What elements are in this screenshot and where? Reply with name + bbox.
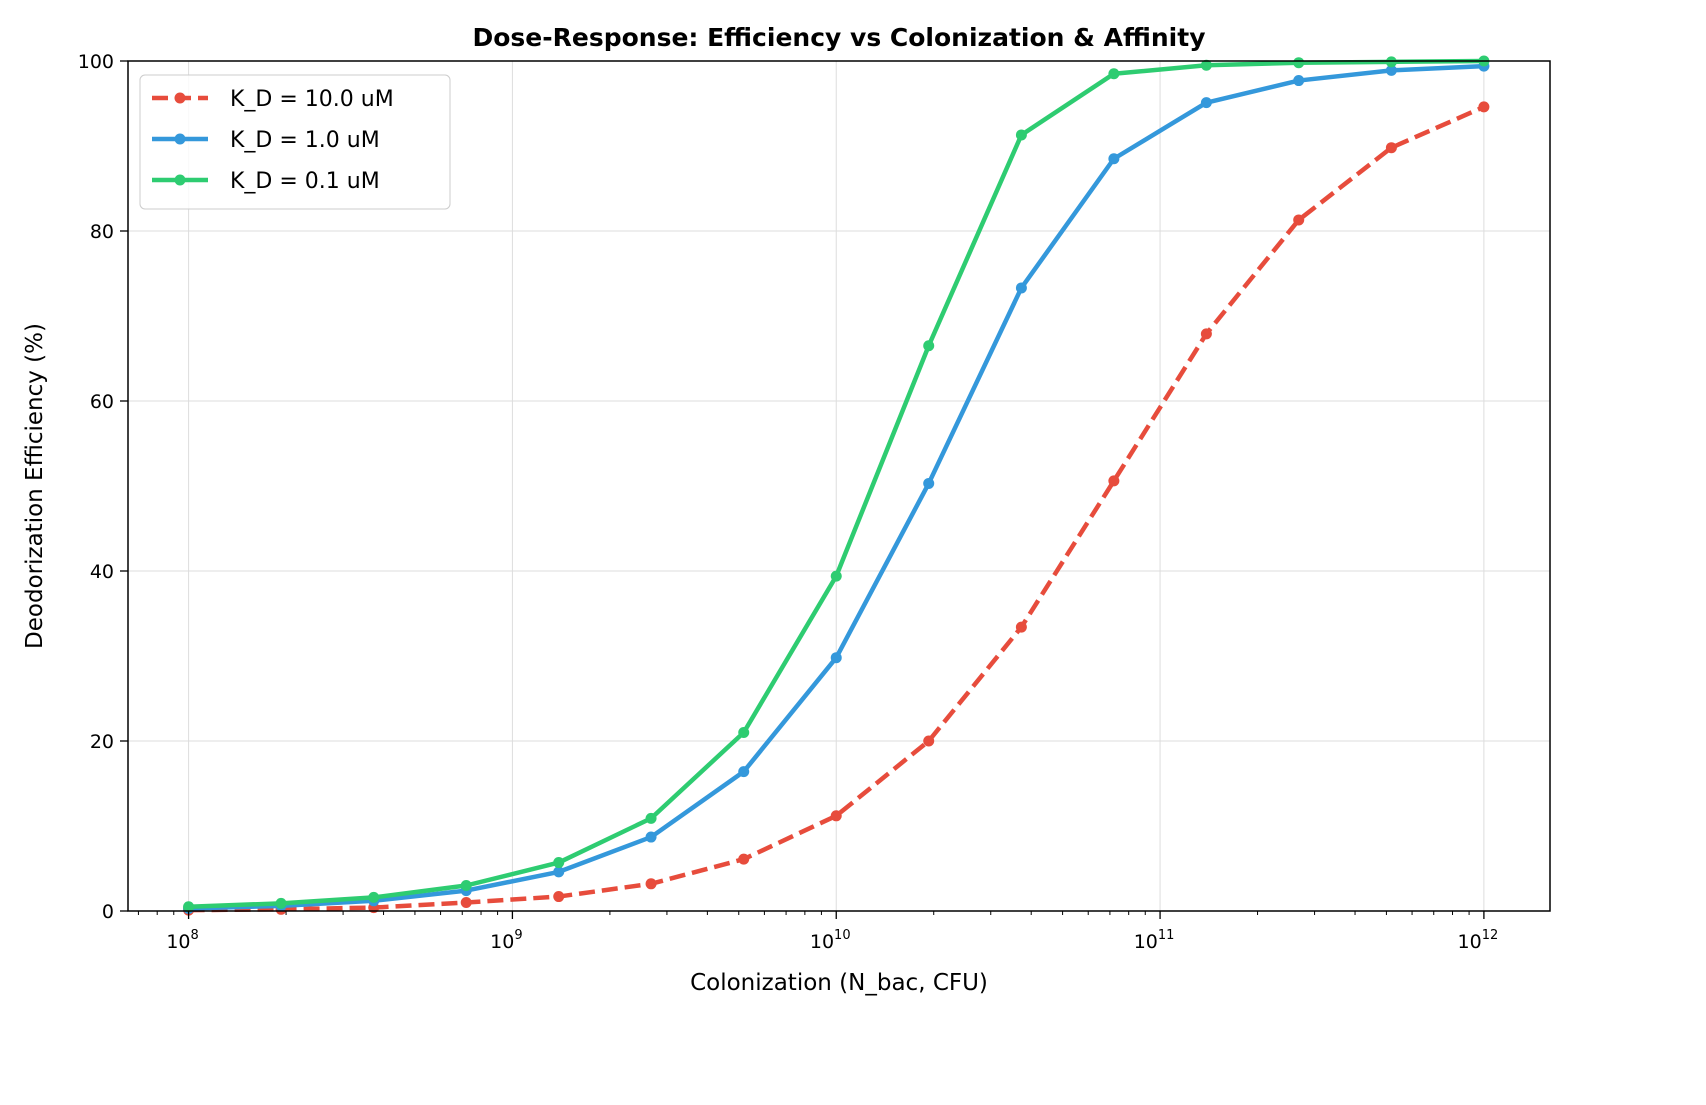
y-tick-label: 40 bbox=[90, 561, 114, 583]
data-point bbox=[1015, 621, 1027, 633]
legend-label: K_D = 0.1 uM bbox=[230, 169, 380, 194]
data-point bbox=[1108, 68, 1120, 80]
y-axis-label: Deodorization Efficiency (%) bbox=[22, 323, 48, 649]
data-point bbox=[1385, 142, 1397, 154]
y-tick-label: 60 bbox=[90, 391, 114, 413]
data-point bbox=[1015, 129, 1027, 141]
x-tick-exponent: 10 bbox=[834, 928, 851, 943]
x-tick-exponent: 8 bbox=[191, 928, 199, 943]
data-point bbox=[1200, 97, 1212, 109]
series-line-0 bbox=[188, 104, 1485, 913]
data-point bbox=[553, 891, 565, 903]
data-point bbox=[1293, 57, 1305, 69]
data-point bbox=[645, 831, 657, 843]
data-point bbox=[1200, 59, 1212, 71]
data-point bbox=[738, 727, 750, 738]
data-point bbox=[645, 878, 657, 890]
x-tick-label: 1011 bbox=[1134, 928, 1175, 953]
data-point bbox=[1385, 56, 1397, 68]
data-point bbox=[275, 897, 287, 909]
y-tick-label: 80 bbox=[90, 221, 114, 243]
data-point bbox=[1385, 64, 1397, 76]
series-layer bbox=[183, 55, 1490, 916]
y-tick-label: 0 bbox=[102, 901, 114, 923]
data-point bbox=[923, 477, 935, 489]
data-point bbox=[553, 857, 565, 869]
data-point bbox=[368, 891, 380, 903]
legend-marker bbox=[174, 133, 186, 145]
data-point bbox=[1200, 328, 1212, 340]
data-point bbox=[460, 897, 472, 908]
data-point bbox=[1108, 475, 1120, 487]
x-tick-exponent: 9 bbox=[514, 928, 522, 943]
x-tick-label: 1010 bbox=[810, 928, 851, 953]
data-point bbox=[645, 812, 657, 824]
data-point bbox=[923, 340, 935, 352]
legend-label: K_D = 1.0 uM bbox=[230, 128, 380, 153]
data-point bbox=[830, 652, 842, 664]
data-point bbox=[1293, 75, 1305, 87]
chart-title: Dose-Response: Efficiency vs Colonizatio… bbox=[472, 23, 1205, 52]
data-point bbox=[460, 880, 472, 891]
data-point bbox=[738, 766, 750, 778]
legend-marker bbox=[174, 174, 186, 186]
data-point bbox=[1478, 101, 1490, 113]
plot-frame bbox=[127, 60, 1551, 912]
legend-label: K_D = 10.0 uM bbox=[230, 87, 394, 112]
legend: K_D = 10.0 uM K_D = 1.0 uM K_D = 0.1 uM bbox=[139, 74, 451, 210]
data-point bbox=[830, 570, 842, 582]
y-tick-label: 20 bbox=[90, 731, 114, 753]
data-point bbox=[553, 866, 565, 878]
x-axis-label: Colonization (N_bac, CFU) bbox=[690, 970, 988, 996]
data-point bbox=[830, 810, 842, 822]
data-point bbox=[183, 901, 195, 913]
data-point bbox=[738, 853, 750, 865]
y-tick-label: 100 bbox=[78, 51, 114, 73]
data-point bbox=[1015, 282, 1027, 294]
x-tick-exponent: 12 bbox=[1482, 928, 1499, 943]
data-point bbox=[1293, 214, 1305, 226]
x-tick-exponent: 11 bbox=[1158, 928, 1175, 943]
legend-box bbox=[139, 74, 451, 210]
data-point bbox=[1108, 153, 1120, 165]
data-point bbox=[923, 735, 935, 747]
legend-marker bbox=[174, 92, 186, 104]
